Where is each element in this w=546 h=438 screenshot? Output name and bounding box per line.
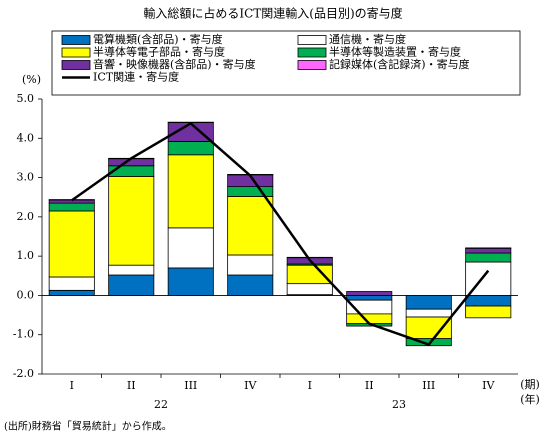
y-tick-label: -2.0 <box>13 367 34 380</box>
legend-label: 記録媒体(含記録済)・寄与度 <box>329 57 470 71</box>
bar-segment <box>346 291 393 296</box>
bar-segment <box>167 267 214 296</box>
legend-label: ICT関連・寄与度 <box>93 70 179 84</box>
bar-segment <box>286 283 333 296</box>
legend-swatch <box>297 60 327 70</box>
year-group-label: 23 <box>392 398 406 411</box>
chart-title: 輸入総額に占めるICT関連輸入(品目別)の寄与度 <box>143 6 402 21</box>
bar-segment <box>48 210 95 278</box>
x-tick-label: III <box>184 379 197 392</box>
y-tick-label: 5.0 <box>17 92 35 105</box>
legend-label: 半導体等製造装置・寄与度 <box>329 45 461 59</box>
y-tick-label: 4.0 <box>17 131 35 144</box>
bar-segment <box>48 289 95 296</box>
bar-segment <box>286 264 333 285</box>
line-series <box>71 121 490 347</box>
bar-segment <box>108 175 155 266</box>
x-tick-label: II <box>365 379 374 392</box>
bar-segment <box>465 247 512 254</box>
y-tick-label: 1.0 <box>17 249 35 262</box>
x-tick-label: IV <box>482 379 495 392</box>
bar-segment <box>48 199 95 204</box>
legend-swatch <box>297 47 327 58</box>
bar-segment <box>108 165 155 177</box>
x-tick-label: I <box>308 379 312 392</box>
y-tick-label: 0.0 <box>17 288 35 301</box>
x-tick-label: II <box>127 379 136 392</box>
bar-segment <box>346 295 393 301</box>
bar-segment <box>405 316 452 340</box>
legend-box <box>51 30 521 96</box>
source-note: (出所)財務省「貿易統計」から作成。 <box>4 420 172 433</box>
legend-label: 音響・映像機器(含部品)・寄与度 <box>93 57 256 71</box>
y-tick-label: 3.0 <box>17 171 35 184</box>
bar-segment <box>227 186 274 197</box>
bar-segment <box>405 295 452 310</box>
legend-swatch <box>297 35 327 45</box>
legend-label: 電算機類(含部品)・寄与度 <box>93 32 223 46</box>
x-tick-label: III <box>422 379 435 392</box>
bar-segment <box>227 254 274 276</box>
bar-segment <box>48 202 95 212</box>
x-tick-label: I <box>70 379 74 392</box>
x-tick-label: IV <box>244 379 257 392</box>
legend-swatch <box>61 60 91 70</box>
year-label: (年) <box>520 392 540 406</box>
period-label: (期) <box>520 378 540 391</box>
y-axis-label: (%) <box>22 73 41 86</box>
bar-segment <box>465 295 512 307</box>
y-tick-label: 2.0 <box>17 210 35 223</box>
legend-swatch <box>61 35 91 45</box>
bar-segment <box>167 154 214 229</box>
bar-segment <box>465 305 512 319</box>
bar-segment <box>465 252 512 263</box>
bar-segment <box>227 274 274 296</box>
bar-segment <box>167 141 214 156</box>
y-tick-label: -1.0 <box>13 328 34 341</box>
year-group-label: 22 <box>154 398 168 411</box>
legend-swatch <box>61 47 91 58</box>
legend-label: 通信機・寄与度 <box>329 32 406 46</box>
bar-segment <box>227 196 274 256</box>
legend-label: 半導体等電子部品・寄与度 <box>93 45 225 59</box>
bar-segment <box>108 274 155 296</box>
bar-segment <box>465 261 512 296</box>
bar-segment <box>48 276 95 291</box>
bar-segment <box>108 264 155 276</box>
bar-segment <box>167 227 214 269</box>
bar-segment <box>405 308 452 318</box>
